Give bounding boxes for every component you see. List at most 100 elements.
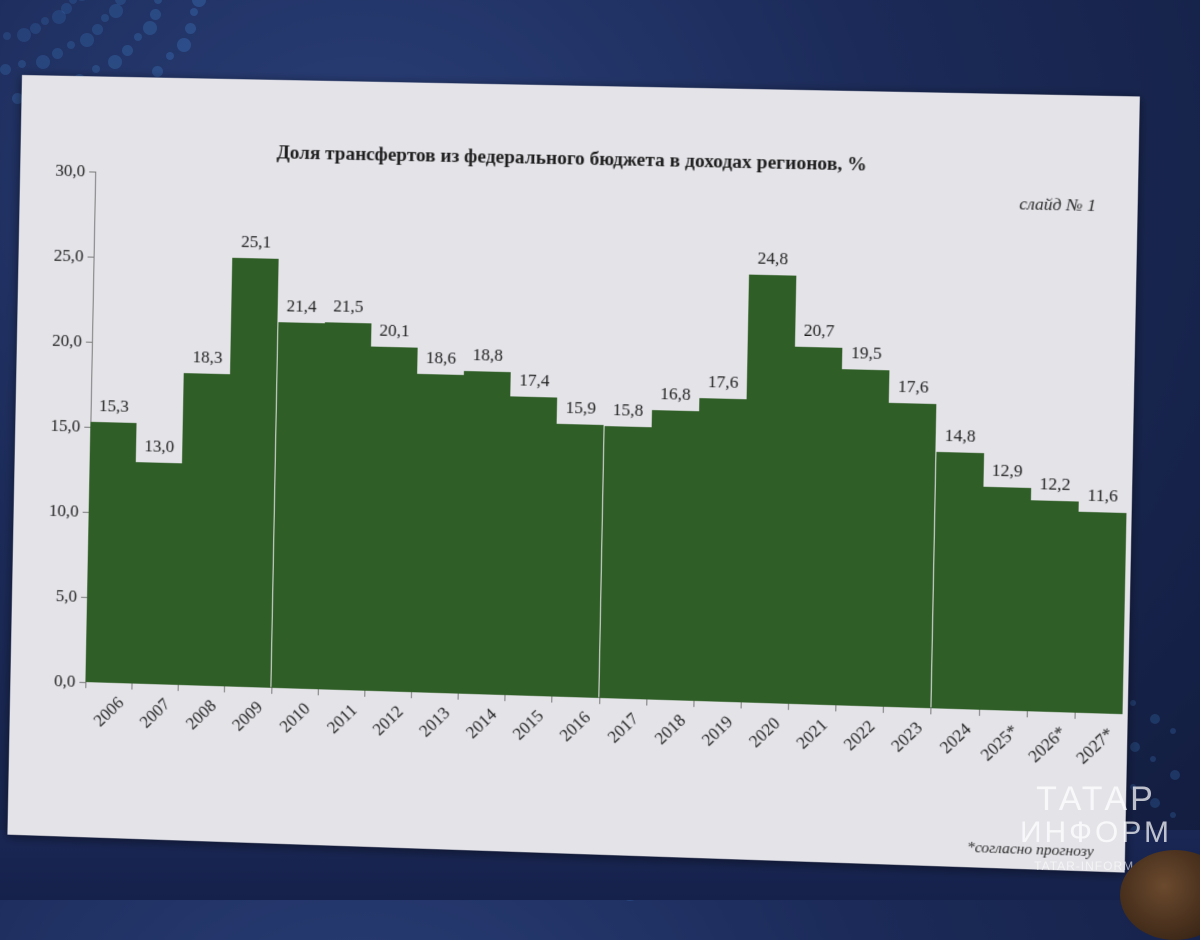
x-tick [457, 693, 459, 700]
bar [551, 423, 605, 698]
y-tick-label: 20,0 [51, 330, 83, 351]
watermark-line1: ТАТАР [1036, 780, 1156, 818]
x-tick [883, 706, 885, 713]
bar [504, 396, 558, 697]
bar [131, 462, 183, 685]
dot [1130, 742, 1140, 752]
dot [35, 54, 50, 69]
dot [109, 4, 124, 19]
dot [1130, 784, 1136, 790]
bar [646, 410, 699, 701]
x-tick [740, 702, 742, 709]
x-tick-label: 2013 [415, 703, 454, 741]
x-tick-label: 2019 [697, 711, 737, 750]
x-tick-label: 2014 [462, 704, 501, 743]
x-tick-label: 2026* [1024, 722, 1070, 767]
x-tick [551, 696, 553, 703]
x-tick-label: 2018 [650, 710, 690, 749]
x-tick-label: 2024 [935, 719, 975, 758]
value-label: 11,6 [1087, 485, 1119, 506]
dot [12, 93, 24, 105]
x-tick-label: 2025* [976, 720, 1022, 765]
x-tick [1074, 712, 1076, 719]
dot [91, 23, 103, 35]
x-tick [364, 690, 366, 697]
x-tick [410, 692, 412, 699]
x-tick-label: 2015 [509, 706, 548, 744]
bar [457, 371, 511, 696]
dot [184, 23, 196, 35]
x-tick-label: 2007 [136, 694, 174, 732]
x-tick-label: 2022 [840, 716, 879, 755]
y-tick-label: 0,0 [53, 671, 76, 691]
bar [1026, 499, 1079, 713]
x-tick [978, 709, 980, 716]
dot [1170, 812, 1176, 818]
chart-title: Доля трансфертов из федерального бюджета… [276, 142, 867, 176]
y-tick-label: 25,0 [53, 245, 84, 266]
x-tick [645, 699, 648, 706]
x-tick-label: 2011 [322, 700, 361, 738]
x-tick-label: 2008 [182, 695, 221, 734]
dot [79, 32, 94, 47]
x-tick [224, 686, 226, 693]
bar [85, 421, 137, 684]
x-tick [930, 708, 932, 715]
dot [121, 44, 133, 56]
dot [1170, 770, 1180, 780]
x-tick-label: 2009 [228, 697, 267, 735]
bar [930, 452, 984, 710]
dot [154, 0, 163, 4]
dot [2, 32, 11, 40]
x-tick [693, 700, 695, 707]
dot [92, 65, 101, 74]
bar [598, 426, 652, 700]
y-tick-label: 30,0 [55, 160, 86, 181]
bar [693, 397, 747, 703]
watermark-line2: ИНФОРМ [1019, 816, 1172, 849]
dot [142, 21, 157, 36]
dot [69, 0, 78, 4]
dot [189, 8, 198, 17]
x-tick-label: 2027* [1072, 723, 1118, 768]
y-tick-label: 10,0 [48, 500, 79, 521]
bar-group: 11,6 [1074, 192, 1133, 715]
x-tick-label: 2017 [603, 708, 642, 747]
x-tick [1026, 711, 1028, 718]
x-tick-label: 2010 [275, 698, 314, 737]
bar [788, 346, 843, 706]
x-tick-label: 2023 [887, 717, 927, 756]
dot [1150, 756, 1156, 762]
x-tick [787, 703, 790, 710]
bar [224, 258, 280, 688]
x-tick-label: 2016 [556, 707, 595, 746]
dot [75, 0, 90, 2]
bar [978, 486, 1031, 712]
dot [51, 48, 63, 60]
bar [178, 372, 231, 687]
presentation-slide: Доля трансфертов из федерального бюджета… [7, 75, 1140, 873]
dot [0, 64, 12, 76]
watermark-logo: ТАТАР ИНФОРМ TATAR-INFORM.RU [1020, 782, 1172, 872]
bar [317, 321, 372, 691]
dot [1150, 714, 1160, 724]
bar [883, 402, 937, 709]
x-tick [85, 682, 87, 689]
dot [114, 0, 126, 5]
dot [1170, 728, 1176, 734]
dot [18, 60, 27, 68]
x-tick-label: 2012 [368, 701, 407, 740]
bar [270, 322, 325, 690]
dot [1150, 798, 1160, 808]
bar [411, 373, 464, 694]
x-tick [504, 695, 506, 702]
bar [1074, 511, 1127, 715]
x-tick [131, 683, 133, 690]
plot-area: 0,0 5,0 10,0 15,0 20,0 25,0 30,0 15,3 2006 13,0 20… [49, 161, 1133, 768]
dot [41, 16, 50, 25]
dot [29, 22, 41, 34]
dot [1130, 700, 1136, 706]
dot [176, 38, 191, 52]
dot [66, 41, 75, 50]
x-tick [835, 705, 837, 712]
